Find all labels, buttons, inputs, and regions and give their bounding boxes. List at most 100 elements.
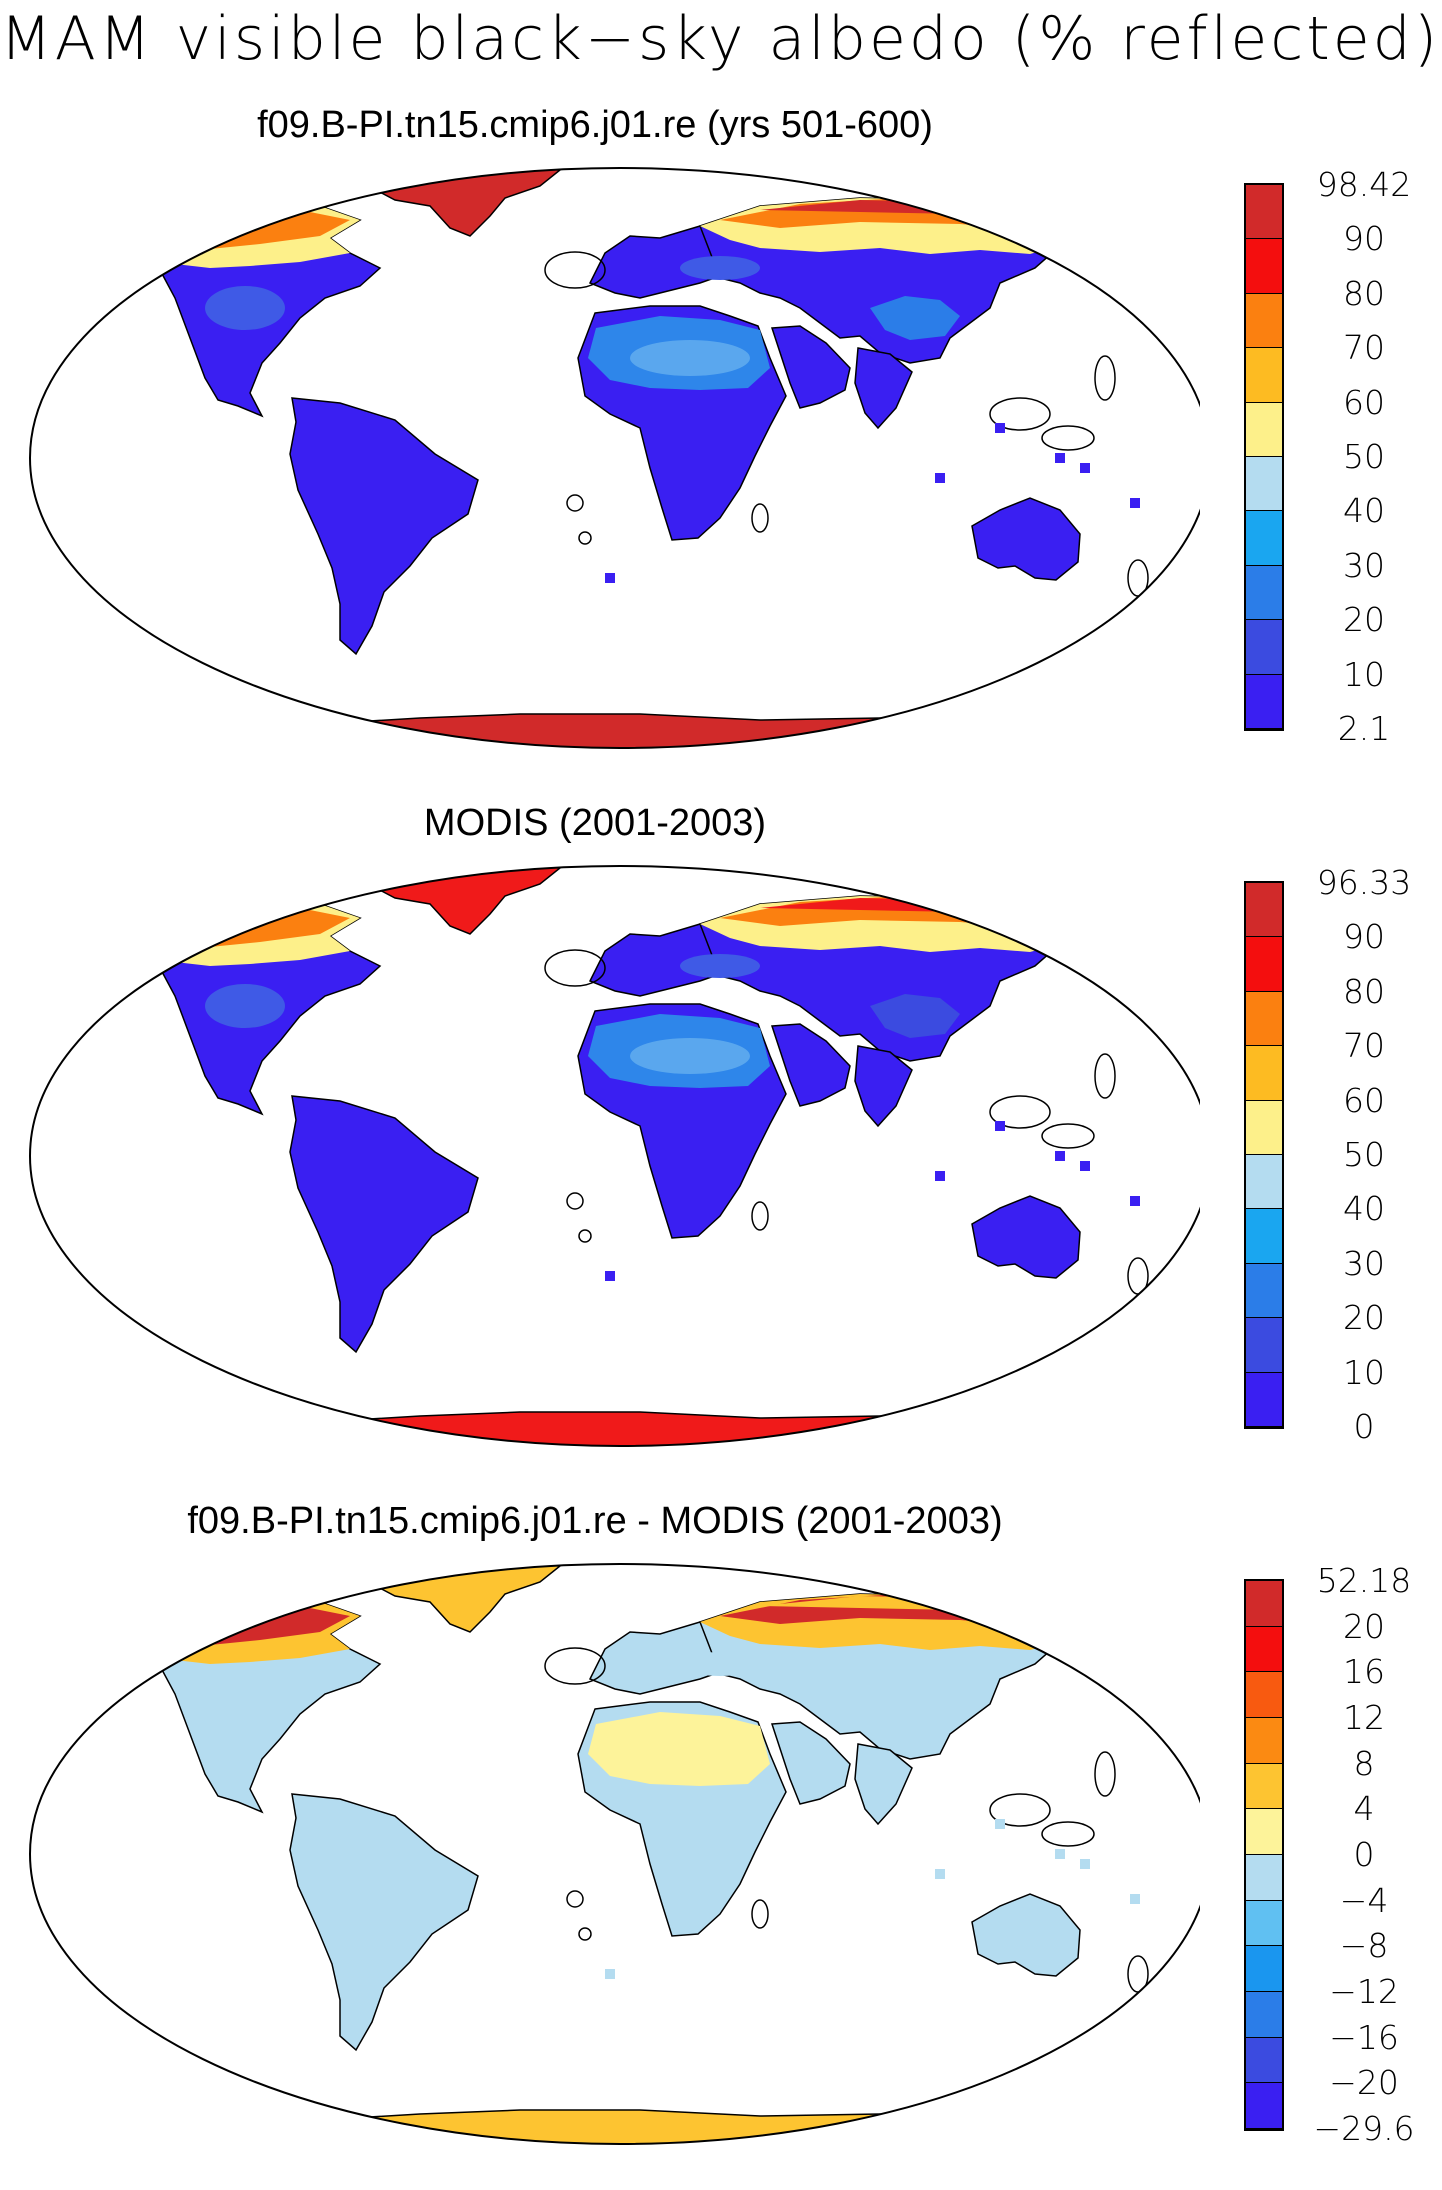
antarctica-region [269,1411,1001,1446]
colorbar-tick-label: 4 [1353,1789,1375,1829]
colorbar-swatch [1246,1046,1282,1101]
island-outline [566,494,584,512]
colorbar-tick-label: 50 [1343,437,1385,476]
antarctica-region [269,2109,1001,2144]
colorbar-tick-label: 40 [1343,1189,1385,1229]
colorbar-tick-label: 16 [1343,1652,1385,1692]
colorbar-tick-label: 2.1 [1337,709,1391,748]
colorbar-swatch [1246,1763,1282,1810]
panel-model: f09.B-PI.tn15.cmip6.j01.re (yrs 501-600)… [0,92,1442,792]
colorbar-tick-label: 80 [1343,971,1385,1011]
australia-region [971,1195,1081,1279]
colorbar-swatch [1246,239,1282,294]
island-outline [578,1229,592,1243]
india-region [854,1045,913,1128]
australia-region [971,497,1081,581]
panel-diff: f09.B-PI.tn15.cmip6.j01.re - MODIS (2001… [0,1490,1442,2190]
colorbar-swatch [1246,1372,1282,1427]
colorbar-tick-label: 70 [1343,1026,1385,1066]
colorbar [1244,183,1284,731]
colorbar-swatch [1246,883,1282,938]
island-outline [1094,1053,1116,1099]
colorbar-swatch [1246,565,1282,621]
tibet-region [870,1692,960,1736]
colorbar-tick-label: 10 [1343,1352,1385,1392]
island-outline [578,1927,592,1941]
arabia-region [770,1023,851,1107]
colorbar-swatch [1246,348,1282,403]
island-outline [578,531,592,545]
colorbar-tick-label: 60 [1343,382,1385,422]
colorbar-swatch [1246,402,1282,457]
australia-region [971,1893,1081,1977]
panel-title: f09.B-PI.tn15.cmip6.j01.re (yrs 501-600) [257,104,933,146]
island-outline [1041,1821,1095,1847]
colorbar-tick-label: −29.6 [1313,2109,1415,2148]
colorbar-tick-label: 52.18 [1316,1561,1412,1600]
island-outline [751,1899,769,1929]
panel-title: f09.B-PI.tn15.cmip6.j01.re - MODIS (2001… [187,1500,1003,1542]
island-outline [1094,355,1116,401]
colorbar-tick-label: 90 [1343,917,1385,957]
figure-title: MAM visible black−sky albedo (% reflecte… [0,4,1441,74]
island-outline [544,251,606,289]
island-outline [566,1890,584,1908]
colorbar-swatch [1246,457,1282,512]
colorbar-tick-label: 80 [1343,273,1385,313]
island-outline [1041,1123,1095,1149]
colorbar-tick-label: 30 [1343,1243,1385,1283]
albedo-map-modis [29,865,1200,1447]
island-outline [566,1192,584,1210]
colorbar-swatch [1246,1946,1282,1992]
colorbar-swatch [1246,293,1282,349]
colorbar-swatch [1246,185,1282,240]
south-america-region [289,397,479,656]
island-outline [1041,425,1095,451]
colorbar-swatch [1246,620,1282,675]
island-outline [544,1647,606,1685]
colorbar-tick-label: 30 [1343,545,1385,585]
colorbar-tick-label: −16 [1329,2017,1399,2057]
colorbar-tick-label: −8 [1339,1926,1389,1966]
island-outline [1086,1352,1104,1370]
map-border [29,1563,1200,2145]
tibet-region [870,994,960,1038]
colorbar-swatch [1246,1809,1282,1855]
island-outline [751,503,769,533]
colorbar-tick-label: 20 [1343,1298,1385,1338]
map-border [29,865,1200,1447]
map-border [29,167,1200,749]
colorbar-swatch [1246,2083,1282,2129]
colorbar-swatch [1246,1992,1282,2038]
antarctica-region [269,713,1001,748]
island-outline [751,1201,769,1231]
colorbar-swatch [1246,511,1282,566]
colorbar-swatch [1246,937,1282,992]
albedo-difference-map [29,1563,1200,2145]
colorbar-tick-label: 10 [1343,654,1385,694]
colorbar-tick-label: −12 [1329,1972,1399,2011]
island-outline [544,949,606,987]
colorbar-tick-label: 20 [1343,1606,1385,1646]
colorbar-swatch [1246,1855,1282,1901]
colorbar-tick-label: 0 [1353,1407,1375,1446]
colorbar [1244,881,1284,1429]
arabia-region [770,325,851,409]
colorbar-tick-label: 60 [1343,1080,1385,1120]
arabia-region [770,1721,851,1805]
colorbar-tick-label: 98.42 [1316,165,1412,204]
tibet-region [870,296,960,340]
colorbar-swatch [1246,2037,1282,2084]
colorbar-swatch [1246,1672,1282,1718]
colorbar-swatch [1246,1209,1282,1264]
colorbar-tick-label: 96.33 [1316,863,1412,902]
india-region [854,1743,913,1826]
panel-title: MODIS (2001-2003) [423,802,767,844]
india-region [854,347,913,430]
colorbar-swatch [1246,1900,1282,1947]
colorbar-tick-label: 12 [1343,1698,1385,1737]
south-america-region [289,1793,479,2052]
south-america-region [289,1095,479,1354]
colorbar-swatch [1246,1581,1282,1627]
colorbar-swatch [1246,1155,1282,1210]
